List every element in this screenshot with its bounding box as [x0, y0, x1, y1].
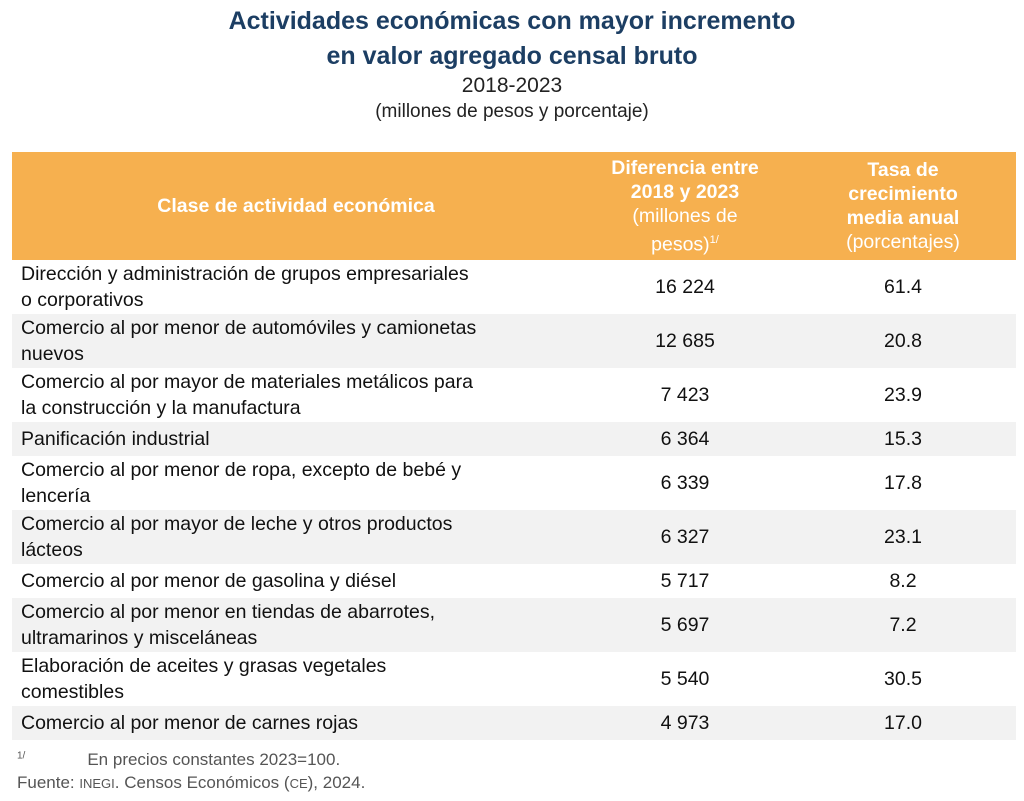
rate-cell: 15.3	[790, 422, 1016, 456]
activity-text: Dirección y administración de grupos emp…	[21, 263, 469, 285]
source-text: . Censos Económicos (	[114, 773, 290, 792]
header-rate: Tasa de crecimiento media anual (porcent…	[790, 152, 1016, 260]
difference-cell: 6 339	[660, 472, 710, 494]
activity-text: ultramarinos y misceláneas	[21, 627, 258, 649]
source-org: INEGI	[79, 776, 115, 791]
header-text: 2018 y 2023	[630, 180, 740, 203]
rate-cell: 17.8	[884, 472, 922, 494]
difference-cell: 7 423	[660, 384, 710, 406]
activity-cell: Comercio al por mayor de materiales metá…	[12, 368, 580, 422]
table-row: Comercio al por menor en tiendas de abar…	[12, 598, 1016, 652]
source-abbr: CE	[289, 776, 308, 791]
table-row: Comercio al por menor de carnes rojas 4 9…	[12, 706, 1016, 740]
footnote-ref: 1/	[709, 233, 719, 246]
period: 2018-2023	[461, 74, 563, 97]
source: Fuente: INEGI. Censos Económicos (CE), 2…	[17, 773, 365, 793]
activity-text: Comercio al por menor de carnes rojas	[21, 712, 359, 734]
rate-cell: 20.8	[790, 314, 1016, 368]
difference-cell: 16 224	[655, 276, 715, 298]
activity-text: Comercio al por menor de ropa, excepto d…	[21, 459, 462, 481]
activity-text: comestibles	[21, 681, 124, 703]
activity-cell: Comercio al por menor en tiendas de abar…	[12, 598, 580, 652]
rate-cell: 7.2	[790, 598, 1016, 652]
table-row: Panificación industrial 6 364 15.3	[12, 422, 1016, 456]
footnote-mark: 1/	[17, 750, 26, 762]
table-row: Comercio al por mayor de materiales metá…	[12, 368, 1016, 422]
source-text: ), 2024.	[307, 773, 366, 792]
activity-cell: Comercio al por menor de carnes rojas	[12, 706, 580, 740]
header-text: Tasa de	[867, 159, 939, 181]
activity-cell: Comercio al por menor de gasolina y diés…	[12, 564, 580, 598]
activity-cell: Panificación industrial	[12, 422, 580, 456]
data-table: Clase de actividad económica Diferencia …	[12, 152, 1016, 740]
header-text: crecimiento	[848, 183, 958, 205]
header-activity: Clase de actividad económica	[12, 152, 580, 260]
table-row: Comercio al por menor de gasolina y diés…	[12, 564, 1016, 598]
activity-text: Comercio al por mayor de materiales metá…	[21, 371, 473, 393]
title-line-1: Actividades económicas con mayor increme…	[228, 7, 796, 35]
activity-text: Panificación industrial	[21, 428, 210, 450]
table-row: Elaboración de aceites y grasas vegetale…	[12, 652, 1016, 706]
difference-cell: 6 364	[580, 422, 790, 456]
difference-cell: 5 697	[580, 598, 790, 652]
activity-text: lencería	[21, 485, 91, 507]
difference-cell: 5 540	[660, 668, 710, 690]
difference-cell: 6 327	[580, 510, 790, 564]
rate-cell: 23.1	[790, 510, 1016, 564]
table-row: Dirección y administración de grupos emp…	[12, 260, 1016, 314]
header-text: (porcentajes)	[846, 231, 960, 253]
footnote-text: En precios constantes 2023=100.	[87, 750, 341, 769]
activity-text: Comercio al por menor de gasolina y diés…	[21, 570, 397, 592]
source-label: Fuente:	[17, 773, 80, 792]
units: (millones de pesos y porcentaje)	[375, 101, 649, 122]
activity-text: Comercio al por mayor de leche y otros p…	[21, 513, 453, 535]
header-row: Clase de actividad económica Diferencia …	[12, 152, 1016, 260]
header-text: Diferencia entre	[611, 156, 759, 179]
header-text: pesos)	[651, 233, 710, 256]
rate-cell: 8.2	[889, 570, 917, 592]
rate-cell: 61.4	[884, 276, 922, 298]
activity-text: la construcción y la manufactura	[21, 397, 301, 419]
activity-cell: Dirección y administración de grupos emp…	[12, 260, 580, 314]
rate-cell: 30.5	[884, 668, 922, 690]
header-difference: Diferencia entre 2018 y 2023 (millones d…	[580, 152, 790, 260]
difference-cell: 4 973	[580, 706, 790, 740]
activity-cell: Comercio al por menor de automóviles y c…	[12, 314, 580, 368]
rate-cell: 17.0	[790, 706, 1016, 740]
header-text: (millones de	[632, 204, 738, 227]
activity-text: Elaboración de aceites y grasas vegetale…	[21, 655, 387, 677]
activity-cell: Elaboración de aceites y grasas vegetale…	[12, 652, 580, 706]
activity-cell: Comercio al por mayor de leche y otros p…	[12, 510, 580, 564]
table-row: Comercio al por mayor de leche y otros p…	[12, 510, 1016, 564]
activity-text: Comercio al por menor de automóviles y c…	[21, 317, 477, 339]
activity-cell: Comercio al por menor de ropa, excepto d…	[12, 456, 580, 510]
rate-cell: 23.9	[884, 384, 922, 406]
page-title: Actividades económicas con mayor increme…	[0, 4, 1024, 74]
activity-text: lácteos	[21, 539, 83, 561]
header-text: media anual	[846, 207, 960, 229]
activity-text: Comercio al por menor en tiendas de abar…	[21, 601, 436, 623]
difference-cell: 5 717	[660, 570, 710, 592]
table-row: Comercio al por menor de ropa, excepto d…	[12, 456, 1016, 510]
activity-text: nuevos	[21, 343, 84, 365]
table-row: Comercio al por menor de automóviles y c…	[12, 314, 1016, 368]
footnote: 1/En precios constantes 2023=100.	[17, 750, 340, 770]
title-line-2: en valor agregado censal bruto	[326, 42, 698, 70]
difference-cell: 12 685	[580, 314, 790, 368]
activity-text: o corporativos	[21, 289, 144, 311]
